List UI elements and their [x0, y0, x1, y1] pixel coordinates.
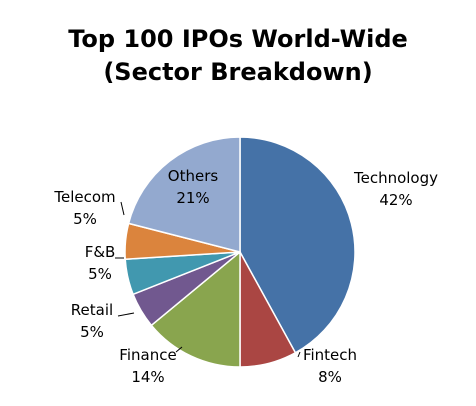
- leader-line-finance: [175, 346, 183, 353]
- leader-line-fintech: [297, 351, 301, 358]
- slice-labels: Technology 42% Fintech 8% Finance 14% Retail 5%…: [53, 167, 438, 386]
- slice-value-finance: 14%: [131, 368, 164, 386]
- slice-label-telecom: Telecom: [53, 188, 115, 206]
- chart-title-line-2: (Sector Breakdown): [103, 58, 372, 86]
- slice-label-finance: Finance: [119, 346, 176, 364]
- pie-slice-others: [127, 136, 241, 253]
- slice-label-others: Others: [168, 167, 219, 185]
- slice-value-telecom: 5%: [73, 210, 97, 228]
- slice-value-others: 21%: [176, 189, 209, 207]
- slice-value-f-b: 5%: [88, 265, 112, 283]
- leader-line-retail: [117, 312, 135, 317]
- pie-slice-finance: [150, 250, 241, 368]
- slice-label-technology: Technology: [353, 169, 438, 187]
- slice-value-technology: 42%: [379, 191, 412, 209]
- leader-line-telecom: [120, 201, 125, 216]
- chart-title-line-1: Top 100 IPOs World-Wide: [68, 25, 408, 53]
- pie-slice-technology: [239, 136, 356, 354]
- slice-value-fintech: 8%: [318, 368, 342, 386]
- slice-label-f-b: F&B: [85, 243, 116, 261]
- label-leader-lines: [115, 201, 301, 358]
- slice-label-retail: Retail: [71, 301, 113, 319]
- slice-label-fintech: Fintech: [303, 346, 357, 364]
- pie-slices: [124, 136, 356, 368]
- slice-value-retail: 5%: [80, 323, 104, 341]
